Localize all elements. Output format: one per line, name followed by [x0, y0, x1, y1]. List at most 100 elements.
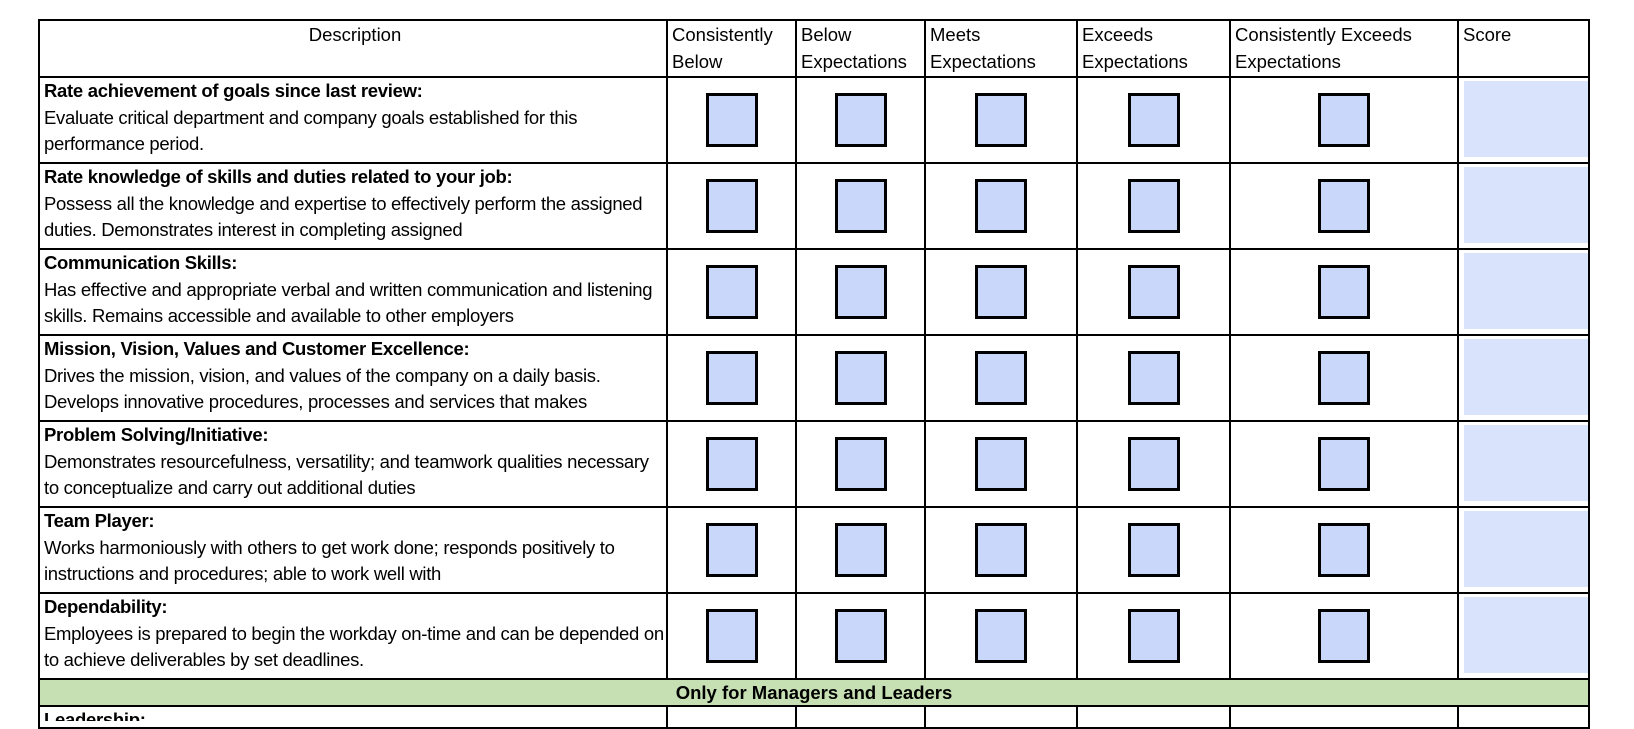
- checkbox-exceeds-expectations[interactable]: [1127, 93, 1180, 147]
- score-input[interactable]: [1464, 81, 1588, 157]
- checkbox-consistently-below[interactable]: [705, 437, 758, 491]
- header-exceeds-expectations: Exceeds Expectations: [1076, 19, 1231, 78]
- criteria-title: Team Player:: [44, 510, 155, 531]
- checkbox-below-expectations[interactable]: [834, 351, 887, 405]
- header-description: Description: [38, 19, 668, 78]
- checkbox-exceeds-expectations[interactable]: [1127, 351, 1180, 405]
- rating-cell: [924, 705, 1078, 729]
- checkbox-exceeds-expectations[interactable]: [1127, 437, 1180, 491]
- rating-table: Description Consistently Below Below Exp…: [38, 19, 1590, 729]
- description-cell: Mission, Vision, Values and Customer Exc…: [38, 334, 668, 422]
- score-cell[interactable]: [1457, 76, 1590, 164]
- checkbox-meets-expectations[interactable]: [975, 265, 1027, 319]
- description-cell: Rate achievement of goals since last rev…: [38, 76, 668, 164]
- score-input[interactable]: [1464, 253, 1588, 329]
- score-cell[interactable]: [1457, 506, 1590, 594]
- rating-cell: [795, 506, 926, 594]
- criteria-row: Problem Solving/Initiative: Demonstrates …: [38, 420, 1590, 508]
- checkbox-meets-expectations[interactable]: [975, 179, 1027, 233]
- criteria-text: Drives the mission, vision, and values o…: [44, 364, 601, 413]
- rating-cell: [1076, 76, 1231, 164]
- criteria-title: Communication Skills:: [44, 252, 238, 273]
- rating-cell: [924, 162, 1078, 250]
- checkbox-meets-expectations[interactable]: [975, 93, 1027, 147]
- rating-cell: [1229, 334, 1459, 422]
- checkbox-below-expectations[interactable]: [834, 437, 887, 491]
- criteria-title: Mission, Vision, Values and Customer Exc…: [44, 338, 470, 359]
- rating-cell: [666, 334, 797, 422]
- checkbox-consistently-below[interactable]: [705, 609, 758, 663]
- score-input[interactable]: [1464, 511, 1588, 587]
- checkbox-meets-expectations[interactable]: [975, 437, 1027, 491]
- description-cell: Problem Solving/Initiative: Demonstrates …: [38, 420, 668, 508]
- checkbox-consistently-exceeds[interactable]: [1318, 265, 1370, 319]
- score-input[interactable]: [1464, 425, 1588, 501]
- rating-cell: [924, 592, 1078, 680]
- header-row: Description Consistently Below Below Exp…: [38, 19, 1590, 78]
- description-cell: Dependability: Employees is prepared to b…: [38, 592, 668, 680]
- criteria-title: Dependability:: [44, 596, 168, 617]
- rating-cell: [924, 248, 1078, 336]
- rating-cell: [924, 506, 1078, 594]
- rating-cell: [795, 162, 926, 250]
- criteria-row: Communication Skills: Has effective and a…: [38, 248, 1590, 336]
- description-cell: Rate knowledge of skills and duties rela…: [38, 162, 668, 250]
- checkbox-consistently-exceeds[interactable]: [1318, 437, 1370, 491]
- rating-cell: [1076, 162, 1231, 250]
- checkbox-below-expectations[interactable]: [834, 609, 887, 663]
- rating-cell: [1076, 705, 1231, 729]
- checkbox-consistently-below[interactable]: [705, 179, 758, 233]
- score-cell[interactable]: [1457, 592, 1590, 680]
- criteria-title: Rate knowledge of skills and duties rela…: [44, 166, 513, 187]
- checkbox-exceeds-expectations[interactable]: [1127, 265, 1180, 319]
- checkbox-exceeds-expectations[interactable]: [1127, 179, 1180, 233]
- criteria-text: Employees is prepared to begin the workd…: [44, 622, 664, 671]
- criteria-text: Possess all the knowledge and expertise …: [44, 192, 643, 241]
- checkbox-consistently-below[interactable]: [705, 93, 758, 147]
- checkbox-below-expectations[interactable]: [834, 265, 887, 319]
- criteria-text: Demonstrates resourcefulness, versatilit…: [44, 450, 649, 499]
- checkbox-consistently-exceeds[interactable]: [1318, 351, 1370, 405]
- criteria-row: Mission, Vision, Values and Customer Exc…: [38, 334, 1590, 422]
- header-below-expectations: Below Expectations: [795, 19, 926, 78]
- score-cell[interactable]: [1457, 420, 1590, 508]
- appraisal-sheet: Description Consistently Below Below Exp…: [38, 19, 1590, 729]
- rating-cell: [1229, 506, 1459, 594]
- criteria-row: Dependability: Employees is prepared to b…: [38, 592, 1590, 680]
- rating-cell: [666, 76, 797, 164]
- score-cell[interactable]: [1457, 334, 1590, 422]
- checkbox-below-expectations[interactable]: [834, 523, 887, 577]
- criteria-text: Evaluate critical department and company…: [44, 106, 578, 155]
- criteria-text: Has effective and appropriate verbal and…: [44, 278, 653, 327]
- score-cell[interactable]: [1457, 162, 1590, 250]
- checkbox-consistently-below[interactable]: [705, 351, 758, 405]
- rating-cell: [666, 705, 797, 729]
- score-input[interactable]: [1464, 597, 1588, 673]
- rating-cell: [1229, 162, 1459, 250]
- rating-cell: [1229, 705, 1459, 729]
- criteria-title: Leadership:: [44, 709, 146, 721]
- header-consistently-below: Consistently Below: [666, 19, 797, 78]
- score-input[interactable]: [1464, 339, 1588, 415]
- checkbox-consistently-exceeds[interactable]: [1318, 523, 1370, 577]
- checkbox-exceeds-expectations[interactable]: [1127, 609, 1180, 663]
- checkbox-meets-expectations[interactable]: [975, 523, 1027, 577]
- checkbox-consistently-below[interactable]: [705, 523, 758, 577]
- checkbox-meets-expectations[interactable]: [975, 609, 1027, 663]
- checkbox-below-expectations[interactable]: [834, 179, 887, 233]
- rating-cell: [795, 76, 926, 164]
- score-input[interactable]: [1464, 167, 1588, 243]
- checkbox-below-expectations[interactable]: [834, 93, 887, 147]
- rating-cell: [1076, 506, 1231, 594]
- rating-cell: [1076, 334, 1231, 422]
- score-cell[interactable]: [1457, 248, 1590, 336]
- checkbox-consistently-exceeds[interactable]: [1318, 179, 1370, 233]
- checkbox-consistently-below[interactable]: [705, 265, 758, 319]
- checkbox-consistently-exceeds[interactable]: [1318, 609, 1370, 663]
- checkbox-exceeds-expectations[interactable]: [1127, 523, 1180, 577]
- checkbox-consistently-exceeds[interactable]: [1318, 93, 1370, 147]
- criteria-row-partial: Leadership:: [38, 705, 1590, 729]
- rating-cell: [666, 506, 797, 594]
- checkbox-meets-expectations[interactable]: [975, 351, 1027, 405]
- criteria-row: Rate achievement of goals since last rev…: [38, 76, 1590, 164]
